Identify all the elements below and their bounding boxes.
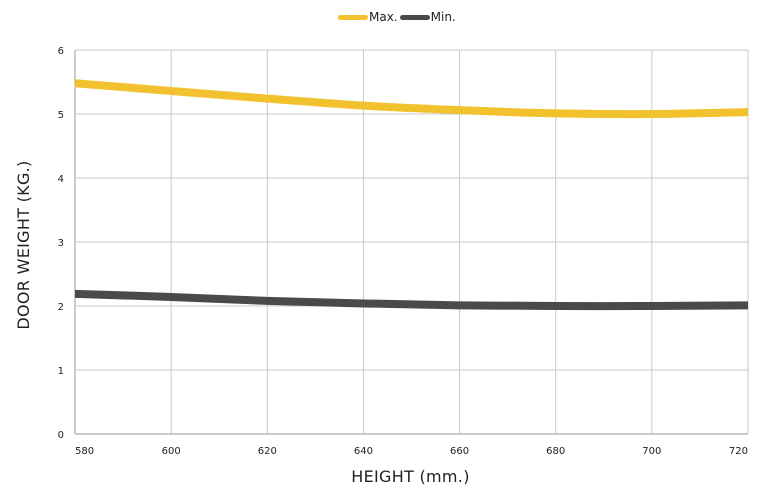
y-tick-label: 2 <box>58 302 64 313</box>
x-tick-label: 580 <box>75 446 94 457</box>
x-tick-label: 680 <box>546 446 565 457</box>
x-tick-label: 700 <box>642 446 661 457</box>
x-tick-label: 600 <box>162 446 181 457</box>
x-tick-label: 720 <box>729 446 748 457</box>
legend-item-min: Min. <box>399 10 456 24</box>
legend: Max. Min. <box>338 10 458 24</box>
legend-label-max: Max. <box>369 10 398 24</box>
x-tick-label: 620 <box>258 446 277 457</box>
y-tick-label: 4 <box>58 174 64 185</box>
y-tick-label: 6 <box>58 46 64 57</box>
x-tick-label: 660 <box>450 446 469 457</box>
y-tick-label: 5 <box>58 110 64 121</box>
y-axis-label: DOOR WEIGHT (KG.) <box>14 160 33 330</box>
x-tick-label: 640 <box>354 446 373 457</box>
legend-swatch-min <box>399 14 430 20</box>
legend-label-min: Min. <box>430 10 456 24</box>
y-tick-label: 0 <box>58 430 64 441</box>
legend-swatch-max <box>338 14 368 20</box>
series-line-min <box>74 289 749 311</box>
x-axis-label: HEIGHT (mm.) <box>351 467 470 486</box>
series-line-max <box>74 79 749 119</box>
y-tick-label: 3 <box>58 238 64 249</box>
legend-item-max: Max. <box>338 10 398 24</box>
y-tick-label: 1 <box>58 366 64 377</box>
